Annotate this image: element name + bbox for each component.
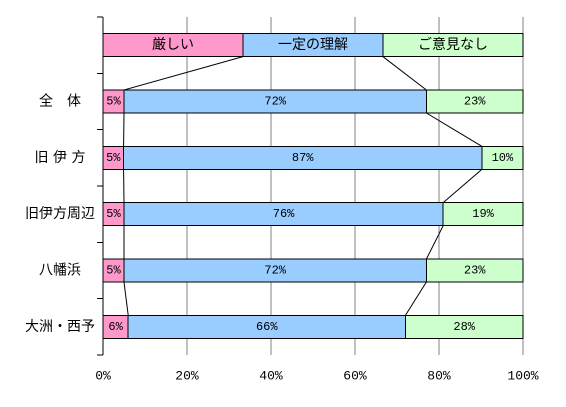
data-label: 23% — [464, 95, 486, 109]
x-tick-label: 80% — [427, 369, 451, 384]
series-line — [442, 168, 483, 204]
data-label: 28% — [453, 320, 475, 334]
legend: 厳しい 一定の理解 ご意見なし — [102, 33, 524, 58]
data-label: 5% — [106, 95, 121, 109]
series-line — [123, 281, 129, 316]
data-label: 87% — [292, 151, 314, 165]
legend-label: ご意見なし — [418, 36, 488, 53]
gridlines — [186, 17, 524, 355]
category-label: 全 体 — [39, 93, 81, 110]
series-line — [382, 56, 427, 91]
bar-segment — [425, 89, 524, 114]
legend-swatch — [382, 33, 524, 58]
x-tick-label: 0% — [95, 369, 111, 384]
data-label: 72% — [264, 264, 286, 278]
series-lines — [123, 56, 483, 316]
series-line — [404, 281, 427, 316]
x-tick-label: 20% — [175, 369, 199, 384]
bar-segment — [425, 258, 524, 283]
series-line — [426, 112, 483, 147]
series-line — [425, 225, 444, 260]
data-label: 5% — [106, 207, 121, 221]
bar-segment — [404, 314, 524, 339]
data-label: 66% — [256, 320, 278, 334]
category-label: 旧 伊 方 — [35, 150, 86, 166]
bars: 5% 72% 23% 5% 87% 10% 5% 76% 19% 5% 72% 23% 6% 66% 28% — [102, 89, 524, 339]
data-label: 10% — [492, 151, 514, 165]
bar-segment — [481, 145, 524, 170]
category-label: 旧伊方周辺 — [25, 206, 95, 222]
category-label: 大洲・西予 — [25, 319, 95, 335]
data-label: 5% — [106, 264, 121, 278]
bar-segment — [442, 202, 524, 227]
data-label: 76% — [273, 207, 295, 221]
legend-label: 一定の理解 — [278, 37, 348, 53]
data-label: 23% — [464, 264, 486, 278]
category-label: 八幡浜 — [39, 263, 81, 279]
axes: 0% 20% 40% 60% 80% 100% — [95, 16, 539, 384]
data-label: 19% — [472, 207, 494, 221]
series-line — [123, 56, 244, 91]
data-label: 6% — [108, 320, 123, 334]
x-tick-label: 60% — [343, 369, 367, 384]
x-tick-label: 40% — [259, 369, 283, 384]
data-label: 5% — [106, 151, 121, 165]
data-label: 72% — [264, 95, 286, 109]
legend-label: 厳しい — [152, 37, 194, 53]
x-tick-label: 100% — [507, 369, 538, 384]
